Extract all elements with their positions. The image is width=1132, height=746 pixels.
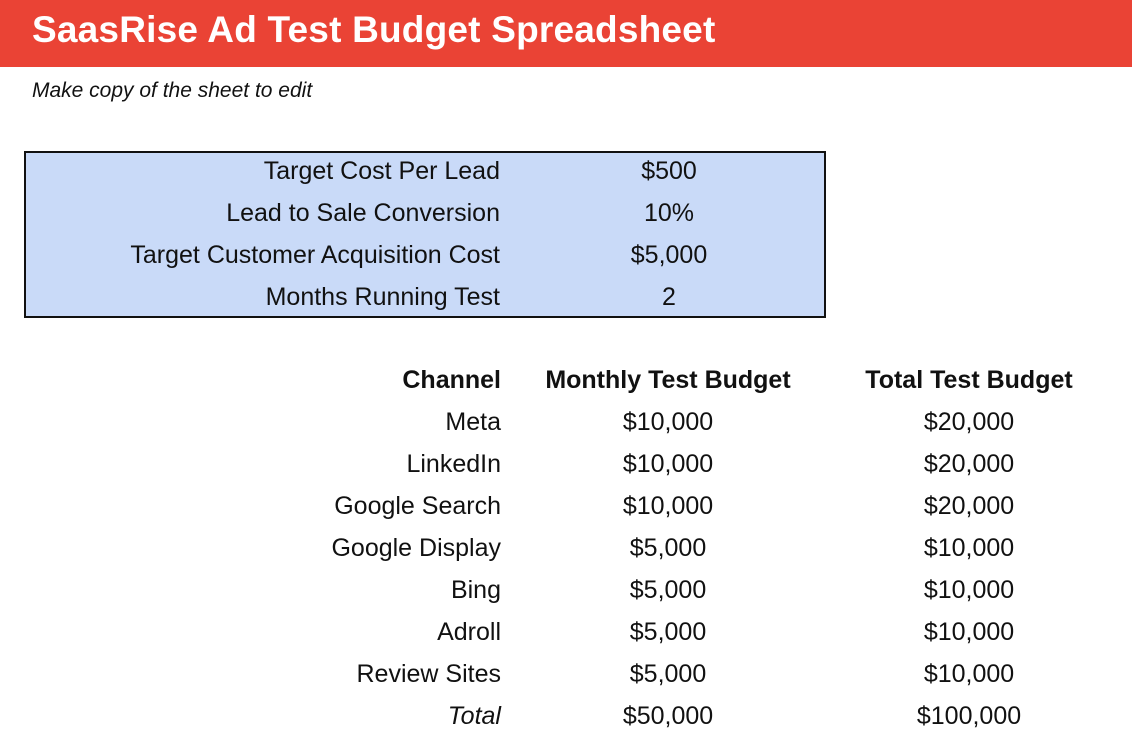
channel-name: LinkedIn <box>406 450 501 478</box>
monthly-budget-cell[interactable]: $5,000 <box>629 534 707 562</box>
title-bar: SaasRise Ad Test Budget Spreadsheet <box>0 0 1132 67</box>
assumption-row-months: Months Running Test 2 <box>26 279 824 321</box>
table-header-row: Channel Monthly Test Budget Total Test B… <box>0 362 1132 404</box>
assumption-label: Target Cost Per Lead <box>263 157 500 185</box>
sheet-title: SaasRise Ad Test Budget Spreadsheet <box>32 9 716 50</box>
table-row: Meta $10,000 $20,000 <box>0 404 1132 446</box>
assumption-value[interactable]: 10% <box>643 199 695 227</box>
total-budget-cell: $10,000 <box>923 618 1015 646</box>
total-budget-cell: $10,000 <box>923 534 1015 562</box>
table-row: Google Display $5,000 $10,000 <box>0 530 1132 572</box>
table-row: Bing $5,000 $10,000 <box>0 572 1132 614</box>
assumption-row-conversion: Lead to Sale Conversion 10% <box>26 195 824 237</box>
assumption-value[interactable]: $500 <box>641 157 697 185</box>
channel-name: Adroll <box>437 618 501 646</box>
total-budget-cell: $20,000 <box>923 492 1015 520</box>
channel-name: Bing <box>450 576 501 604</box>
total-budget-total: $100,000 <box>916 702 1022 730</box>
total-budget-cell: $10,000 <box>923 576 1015 604</box>
monthly-budget-total: $50,000 <box>622 702 714 730</box>
header-monthly-budget: Monthly Test Budget <box>545 366 791 394</box>
assumption-label: Months Running Test <box>265 283 500 311</box>
total-budget-cell: $10,000 <box>923 660 1015 688</box>
total-budget-cell: $20,000 <box>923 450 1015 478</box>
channel-name: Google Display <box>331 534 501 562</box>
monthly-budget-cell[interactable]: $10,000 <box>622 492 714 520</box>
monthly-budget-cell[interactable]: $10,000 <box>622 450 714 478</box>
assumption-label: Target Customer Acquisition Cost <box>130 241 500 269</box>
total-budget-cell: $20,000 <box>923 408 1015 436</box>
table-row: Google Search $10,000 $20,000 <box>0 488 1132 530</box>
monthly-budget-cell[interactable]: $5,000 <box>629 660 707 688</box>
assumption-value[interactable]: 2 <box>662 283 676 311</box>
total-label: Total <box>447 702 501 730</box>
table-row: Review Sites $5,000 $10,000 <box>0 656 1132 698</box>
monthly-budget-cell[interactable]: $5,000 <box>629 576 707 604</box>
channel-name: Meta <box>445 408 501 436</box>
table-row: Adroll $5,000 $10,000 <box>0 614 1132 656</box>
table-total-row: Total $50,000 $100,000 <box>0 698 1132 740</box>
assumption-value[interactable]: $5,000 <box>630 241 708 269</box>
assumption-row-target-cac: Target Customer Acquisition Cost $5,000 <box>26 237 824 279</box>
channel-name: Google Search <box>334 492 501 520</box>
header-total-budget: Total Test Budget <box>865 366 1073 394</box>
channel-name: Review Sites <box>356 660 502 688</box>
monthly-budget-cell[interactable]: $10,000 <box>622 408 714 436</box>
assumptions-box: Target Cost Per Lead $500 Lead to Sale C… <box>24 151 826 318</box>
monthly-budget-cell[interactable]: $5,000 <box>629 618 707 646</box>
sheet-subtitle: Make copy of the sheet to edit <box>32 79 313 102</box>
assumption-row-target-cpl: Target Cost Per Lead $500 <box>26 153 824 195</box>
header-channel: Channel <box>402 366 501 394</box>
assumption-label: Lead to Sale Conversion <box>226 199 500 227</box>
table-row: LinkedIn $10,000 $20,000 <box>0 446 1132 488</box>
